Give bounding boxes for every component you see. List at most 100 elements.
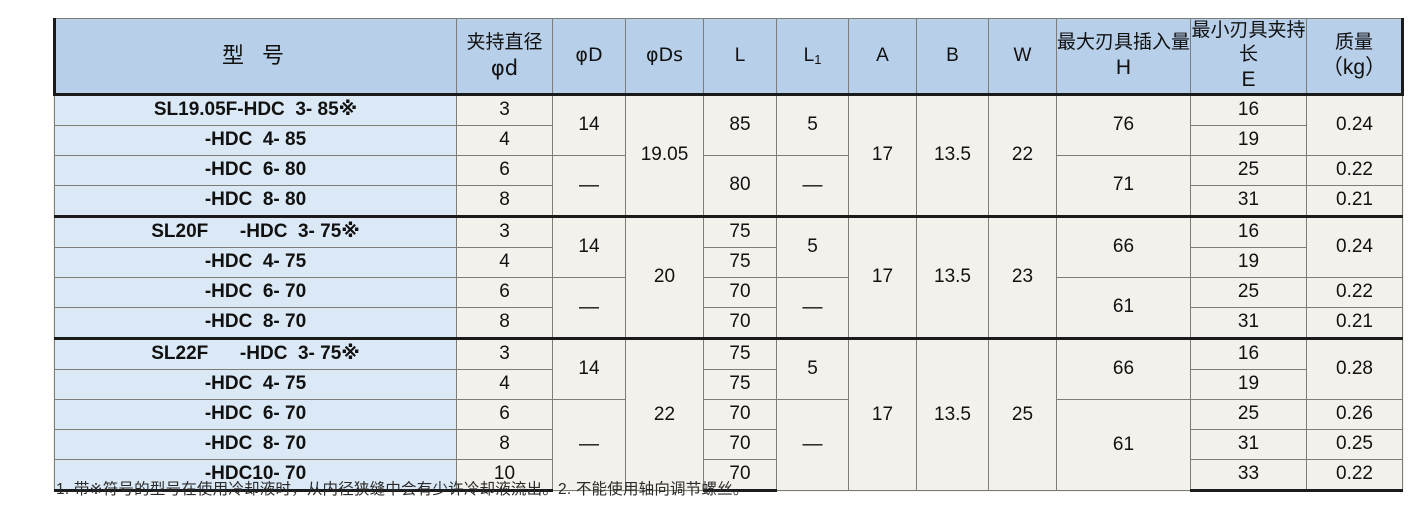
cell-clamp-diameter: 8 (456, 184, 553, 217)
cell-l: 70 (703, 306, 777, 339)
cell-min-clamp-length: 19 (1190, 246, 1307, 278)
cell-model: -HDC 6- 70 (54, 276, 457, 308)
cell-l: 75 (703, 368, 777, 400)
cell-mass: 0.24 (1306, 92, 1403, 156)
cell-mass: 0.28 (1306, 336, 1403, 400)
cell-mass: 0.24 (1306, 214, 1403, 278)
cell-model: -HDC 8- 70 (54, 306, 457, 339)
table-body: SL19.05F-HDC 3- 85※ 3 14 19.05 85 5 17 13.5 22 76… (54, 92, 1403, 492)
table-row: -HDC 6- 70 6 — 70 — 61 25 0.22 (54, 276, 1403, 339)
cell-min-clamp-length: 19 (1190, 124, 1307, 156)
cell-l: 70 (703, 398, 777, 430)
cell-clamp-diameter: 4 (456, 368, 553, 400)
cell-l: 75 (703, 336, 777, 370)
cell-a: 17 (848, 214, 917, 339)
cell-phi-d: — (552, 398, 626, 491)
cell-clamp-diameter: 6 (456, 276, 553, 308)
max-insert-symbol: H (1115, 55, 1132, 79)
footnote: 1. 带※符号的型号在使用冷却液时，从内径狭缝中会有少许冷却液流出。2. 不能使… (56, 481, 749, 498)
cell-mass: 0.22 (1306, 458, 1403, 492)
specification-table-container: 型 号 夹持直径 φd φD φDs L L1 A B W 最大刃具插入量 H (53, 18, 1404, 492)
cell-mass: 0.22 (1306, 276, 1403, 308)
cell-max-insert: 66 (1056, 214, 1191, 278)
cell-model: -HDC 4- 85 (54, 124, 457, 156)
column-header-model: 型 号 (53, 18, 457, 95)
cell-phi-d: — (552, 276, 626, 339)
l1-subscript: 1 (814, 51, 822, 67)
specification-table: 型 号 夹持直径 φd φD φDs L L1 A B W 最大刃具插入量 H (53, 18, 1404, 492)
cell-l: 75 (703, 246, 777, 278)
column-header-a: A (848, 18, 917, 95)
cell-model: -HDC10- 70 (54, 458, 457, 492)
cell-model: -HDC 8- 70 (54, 428, 457, 460)
cell-min-clamp-length: 25 (1190, 276, 1307, 308)
cell-min-clamp-length: 16 (1190, 92, 1307, 126)
cell-clamp-diameter: 6 (456, 154, 553, 186)
cell-phi-d: — (552, 154, 626, 217)
cell-mass: 0.26 (1306, 398, 1403, 430)
table-row: -HDC 4- 75 4 75 19 (54, 368, 1403, 400)
l1-base: L (803, 44, 815, 66)
cell-min-clamp-length: 16 (1190, 336, 1307, 370)
cell-clamp-diameter: 6 (456, 398, 553, 430)
cell-l1: — (776, 398, 849, 491)
cell-l: 70 (703, 428, 777, 460)
cell-l: 75 (703, 214, 777, 248)
column-header-max-insert: 最大刃具插入量 H (1056, 18, 1191, 95)
cell-model: -HDC 4- 75 (54, 246, 457, 278)
cell-min-clamp-length: 19 (1190, 368, 1307, 400)
cell-phi-d: 14 (552, 214, 626, 278)
mass-label: 质量 (1334, 31, 1373, 53)
cell-model: SL20F -HDC 3- 75※ (54, 214, 457, 248)
cell-model: -HDC 8- 80 (54, 184, 457, 217)
dash-marker: — (802, 295, 823, 318)
column-header-l1: L1 (776, 18, 849, 95)
cell-mass: 0.21 (1306, 184, 1403, 217)
dash-marker: — (802, 433, 823, 456)
cell-max-insert: 66 (1056, 336, 1191, 400)
mass-unit: （kg） (1321, 55, 1387, 79)
cell-a: 17 (848, 336, 917, 491)
cell-l: 70 (703, 458, 777, 492)
table-row: SL20F -HDC 3- 75※ 3 14 20 75 5 17 13.5 23 66 16 0.2… (54, 214, 1403, 339)
table-row: -HDC 8- 70 8 70 31 0.25 (54, 428, 1403, 460)
cell-l1: 5 (776, 92, 849, 156)
cell-clamp-diameter: 4 (456, 124, 553, 156)
cell-clamp-diameter: 3 (456, 92, 553, 126)
cell-phi-ds: 19.05 (625, 92, 704, 217)
cell-phi-ds: 20 (625, 214, 704, 339)
dash-marker: — (579, 433, 599, 456)
table-row: -HDC 4- 85 4 19 (54, 124, 1403, 156)
cell-l1: 5 (776, 214, 849, 278)
cell-a: 17 (848, 92, 917, 217)
clamp-diameter-symbol: φd (490, 55, 519, 80)
min-clamp-label: 最小刃具夹持长 (1191, 20, 1306, 65)
table-row: SL22F -HDC 3- 75※ 3 14 22 75 5 17 13.5 25 66 16 0.2… (54, 336, 1403, 491)
cell-mass: 0.25 (1306, 428, 1403, 460)
table-row: -HDC 4- 75 4 75 19 (54, 246, 1403, 278)
cell-min-clamp-length: 31 (1190, 306, 1307, 339)
max-insert-label: 最大刃具插入量 (1057, 31, 1191, 53)
cell-b: 13.5 (916, 336, 989, 491)
cell-model: SL22F -HDC 3- 75※ (54, 336, 457, 370)
dash-marker: — (579, 295, 599, 318)
cell-model: -HDC 6- 80 (54, 154, 457, 186)
table-row: -HDC 6- 70 6 — 70 — 61 25 0.26 (54, 398, 1403, 491)
cell-mass: 0.22 (1306, 154, 1403, 186)
cell-clamp-diameter: 8 (456, 428, 553, 460)
cell-phi-d: 14 (552, 92, 626, 156)
cell-phi-ds: 22 (625, 336, 704, 491)
table-row: -HDC10- 70 10 70 33 0.22 (54, 458, 1403, 492)
cell-max-insert: 61 (1056, 398, 1191, 491)
table-row: SL19.05F-HDC 3- 85※ 3 14 19.05 85 5 17 13.5 22 76… (54, 92, 1403, 217)
cell-min-clamp-length: 25 (1190, 398, 1307, 430)
cell-clamp-diameter: 8 (456, 306, 553, 339)
cell-w: 23 (988, 214, 1057, 339)
clamp-diameter-label: 夹持直径 (466, 31, 543, 53)
dash-marker: — (579, 173, 599, 196)
table-row: -HDC 8- 80 8 31 0.21 (54, 184, 1403, 217)
cell-l1: — (776, 154, 849, 217)
cell-min-clamp-length: 31 (1190, 428, 1307, 460)
cell-min-clamp-length: 33 (1190, 458, 1307, 492)
